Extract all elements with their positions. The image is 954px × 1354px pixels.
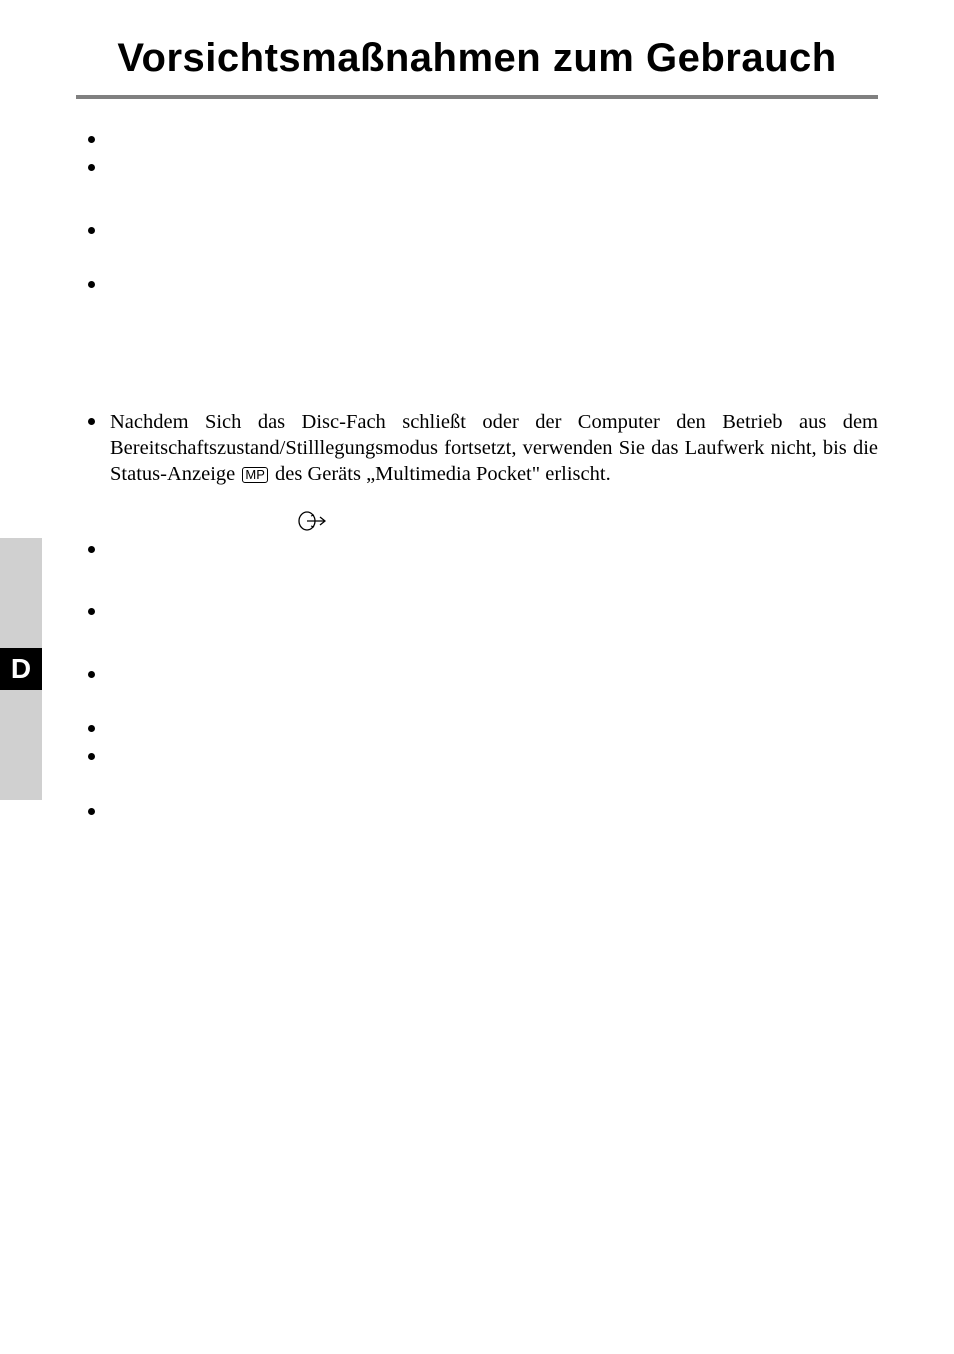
- list-item: [88, 799, 878, 851]
- list-item: [88, 155, 878, 207]
- bullet-list-top: [76, 127, 878, 208]
- page-content: Vorsichtsmaßnahmen zum Gebrauch Nachdem …: [0, 0, 954, 1354]
- list-item: [88, 537, 878, 589]
- list-item: [88, 127, 878, 153]
- bullet-list-bottom3: [76, 662, 878, 852]
- list-item: [88, 716, 878, 742]
- list-item: [88, 218, 878, 270]
- bullet-list-top2: [76, 218, 878, 351]
- list-item-closing: Nachdem Sich das Disc-Fach schließt oder…: [88, 409, 878, 488]
- blank-text: [110, 129, 115, 151]
- closing-text-post: des Geräts „Multimedia Pocket" erlischt.: [270, 463, 611, 485]
- blank-text: [110, 718, 115, 740]
- bullet-list-closing: Nachdem Sich das Disc-Fach schließt oder…: [76, 409, 878, 488]
- list-item: [88, 662, 878, 714]
- hand-icon-row: [76, 510, 878, 537]
- blank-text: [110, 539, 115, 587]
- blank-text: [110, 664, 115, 712]
- list-item: [88, 744, 878, 796]
- page-title: Vorsichtsmaßnahmen zum Gebrauch: [76, 36, 878, 81]
- blank-text: [110, 157, 115, 205]
- blank-text: [110, 746, 115, 794]
- list-item: [88, 599, 878, 651]
- bullet-list-bottom: [76, 537, 878, 589]
- pointing-hand-icon: [298, 510, 326, 537]
- bullet-list-bottom2: [76, 599, 878, 651]
- blank-text: [110, 220, 115, 268]
- blank-text: [110, 274, 115, 348]
- mp-icon: MP: [242, 467, 268, 483]
- blank-text: [110, 801, 115, 849]
- list-item: [88, 272, 878, 351]
- title-rule: [76, 95, 878, 99]
- blank-text: [110, 601, 115, 649]
